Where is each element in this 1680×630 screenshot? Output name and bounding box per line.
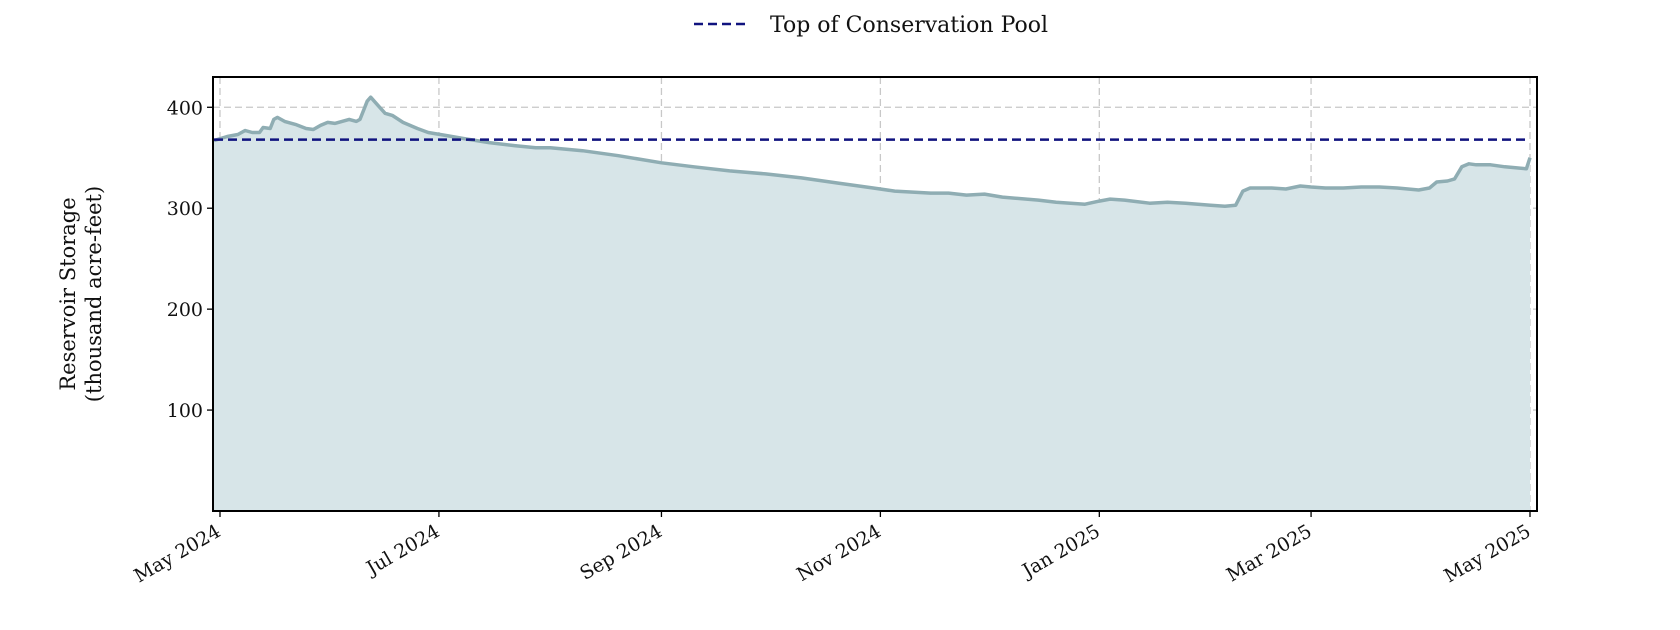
- storage-area-fill: [214, 97, 1530, 511]
- legend-label-conservation-pool: Top of Conservation Pool: [770, 13, 1048, 38]
- legend: Top of Conservation Pool: [694, 13, 1048, 38]
- data-layer: [213, 95, 1532, 511]
- x-tick-label: Mar 2025: [1223, 520, 1316, 586]
- y-axis-title-units: (thousand acre-feet): [82, 186, 106, 402]
- y-tick-label: 100: [167, 400, 203, 422]
- x-tick-label: Jul 2024: [361, 520, 443, 580]
- x-tick-label: Jan 2025: [1017, 520, 1104, 583]
- y-tick-label: 400: [167, 97, 203, 119]
- y-axis-title: Reservoir Storage: [56, 197, 80, 390]
- x-tick-label: May 2024: [130, 520, 224, 587]
- x-tick-label: May 2025: [1440, 520, 1534, 587]
- plot-frame: [212, 76, 1538, 512]
- x-tick-label: Sep 2024: [576, 520, 666, 584]
- y-tick-label: 200: [167, 299, 203, 321]
- x-tick-label: Nov 2024: [793, 520, 885, 586]
- y-tick-label: 300: [167, 198, 203, 220]
- storage-series-line: [213, 95, 1532, 208]
